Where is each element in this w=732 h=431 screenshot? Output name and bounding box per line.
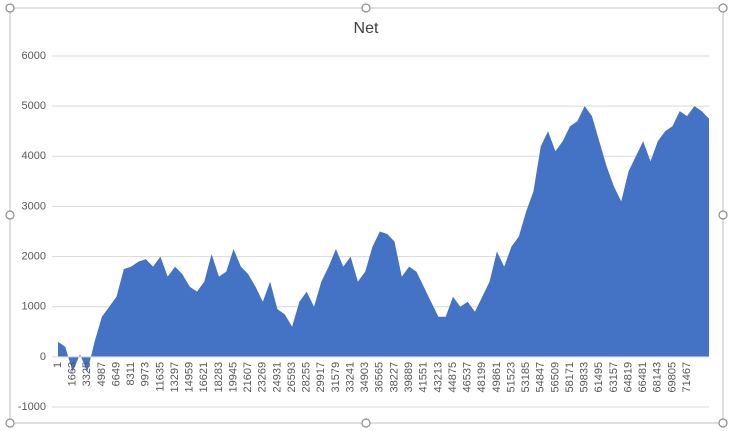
x-tick-label: 58171 — [564, 362, 576, 393]
y-tick-label: 5000 — [22, 100, 46, 112]
handle — [718, 210, 728, 220]
x-tick-label: 13297 — [169, 362, 181, 393]
chart-title: Net — [354, 20, 379, 37]
x-tick-label: 51523 — [505, 362, 517, 393]
x-tick-label: 66481 — [637, 362, 649, 393]
x-tick-label: 61495 — [593, 362, 605, 393]
x-tick-label: 21607 — [242, 362, 254, 393]
x-tick-label: 63157 — [608, 362, 620, 393]
x-tick-label: 24931 — [271, 362, 283, 393]
x-tick-label: 39889 — [403, 362, 415, 393]
x-tick-label: 38227 — [388, 362, 400, 393]
x-tick-label: 68143 — [652, 362, 664, 393]
x-tick-label: 43213 — [432, 362, 444, 393]
x-tick-label: 4987 — [96, 362, 108, 386]
x-tick-label: 36565 — [374, 362, 386, 393]
area — [58, 106, 709, 372]
y-tick-label: 1000 — [22, 301, 46, 313]
x-tick-label: 18283 — [213, 362, 225, 393]
x-tick-label: 48199 — [476, 362, 488, 393]
x-tick-label: 56509 — [549, 362, 561, 393]
handle — [5, 418, 15, 428]
x-tick-label: 3325 — [81, 362, 93, 386]
y-tick-label: -1000 — [18, 401, 46, 413]
x-tick-label: 46537 — [462, 362, 474, 393]
handle — [718, 418, 728, 428]
y-tick-label: 2000 — [22, 250, 46, 262]
x-tick-label: 29917 — [315, 362, 327, 393]
x-tick-label: 64819 — [622, 362, 634, 393]
x-tick-label: 53185 — [520, 362, 532, 393]
x-tick-label: 19945 — [227, 362, 239, 393]
y-tick-label: 0 — [40, 351, 46, 363]
x-tick-label: 1 — [52, 362, 64, 368]
x-tick-label: 34903 — [359, 362, 371, 393]
x-tick-label: 11635 — [154, 362, 166, 392]
y-tick-label: 6000 — [22, 50, 46, 62]
x-tick-label: 44875 — [447, 362, 459, 393]
x-tick-label: 49861 — [491, 362, 503, 393]
handle — [718, 3, 728, 13]
x-tick-label: 28255 — [301, 362, 313, 393]
x-tick-label: 31579 — [330, 362, 342, 393]
x-tick-label: 71467 — [681, 362, 693, 393]
x-tick-label: 14959 — [184, 362, 196, 393]
x-tick-label: 16621 — [198, 362, 210, 393]
handle — [361, 418, 371, 428]
x-tick-label: 1663 — [67, 362, 79, 386]
y-tick-label: 3000 — [22, 200, 46, 212]
x-tick-label: 33241 — [344, 362, 356, 393]
x-tick-label: 23269 — [257, 362, 269, 393]
x-tick-label: 69805 — [666, 362, 678, 393]
x-tick-label: 26593 — [286, 362, 298, 393]
x-tick-label: 8311 — [125, 362, 137, 386]
handles — [5, 3, 728, 428]
y-tick-label: 4000 — [22, 150, 46, 162]
x-tick-label: 9973 — [140, 362, 152, 386]
handle — [5, 210, 15, 220]
x-tick-label: 59833 — [579, 362, 591, 393]
handle — [5, 3, 15, 13]
x-tick-label: 54847 — [535, 362, 547, 393]
x-tick-label: 41551 — [418, 362, 430, 393]
handle — [361, 3, 371, 13]
x-tick-label: 6649 — [110, 362, 122, 386]
